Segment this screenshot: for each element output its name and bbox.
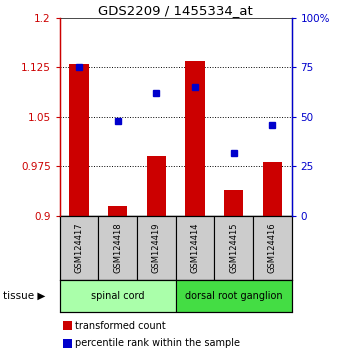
Text: GSM124414: GSM124414 <box>190 223 199 273</box>
Bar <box>63 339 72 348</box>
Text: GSM124418: GSM124418 <box>113 222 122 273</box>
Bar <box>60 216 98 280</box>
Bar <box>69 64 89 216</box>
Text: percentile rank within the sample: percentile rank within the sample <box>75 338 240 348</box>
Bar <box>63 321 72 330</box>
Bar <box>214 216 253 280</box>
Bar <box>176 216 214 280</box>
Text: GSM124415: GSM124415 <box>229 223 238 273</box>
Bar <box>137 216 176 280</box>
Bar <box>253 216 292 280</box>
Bar <box>98 216 137 280</box>
Bar <box>185 61 205 216</box>
Bar <box>108 206 127 216</box>
Bar <box>263 162 282 216</box>
Text: dorsal root ganglion: dorsal root ganglion <box>185 291 282 301</box>
Bar <box>224 189 243 216</box>
Text: tissue ▶: tissue ▶ <box>3 291 46 301</box>
Text: GSM124416: GSM124416 <box>268 222 277 273</box>
Text: transformed count: transformed count <box>75 321 166 331</box>
Text: spinal cord: spinal cord <box>91 291 144 301</box>
Text: GSM124417: GSM124417 <box>74 222 84 273</box>
Bar <box>176 280 292 312</box>
Title: GDS2209 / 1455334_at: GDS2209 / 1455334_at <box>98 4 253 17</box>
Bar <box>147 156 166 216</box>
Text: GSM124419: GSM124419 <box>152 223 161 273</box>
Bar <box>60 280 176 312</box>
